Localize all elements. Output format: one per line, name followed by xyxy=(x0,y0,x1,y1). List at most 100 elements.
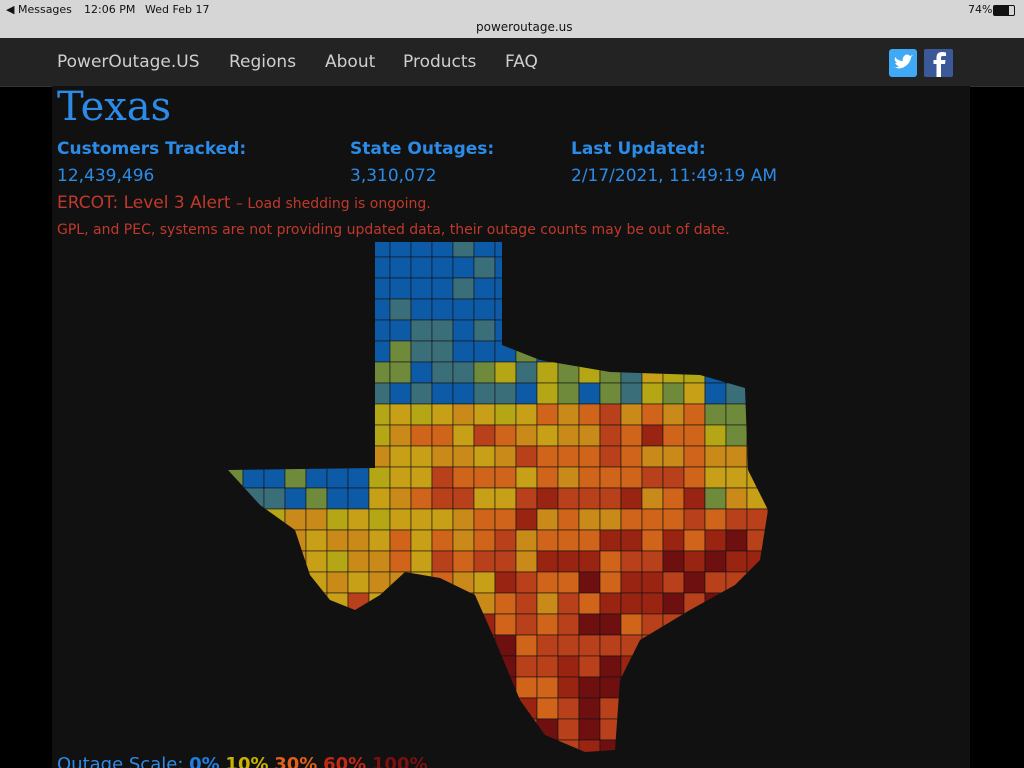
county[interactable] xyxy=(494,319,517,342)
county[interactable] xyxy=(683,655,706,678)
county[interactable] xyxy=(305,298,328,321)
county[interactable] xyxy=(578,445,601,468)
county[interactable] xyxy=(242,508,265,531)
county[interactable] xyxy=(410,697,433,720)
county[interactable] xyxy=(620,424,643,447)
county[interactable] xyxy=(515,382,538,405)
county[interactable] xyxy=(599,256,622,279)
county[interactable] xyxy=(725,403,748,426)
county[interactable] xyxy=(263,676,286,699)
county[interactable] xyxy=(704,403,727,426)
county[interactable] xyxy=(326,529,349,552)
county[interactable] xyxy=(222,550,244,573)
county[interactable] xyxy=(242,718,265,741)
county[interactable] xyxy=(767,508,789,531)
county[interactable] xyxy=(725,319,748,342)
county[interactable] xyxy=(767,256,789,279)
county[interactable] xyxy=(704,424,727,447)
county[interactable] xyxy=(431,466,454,489)
county[interactable] xyxy=(263,236,286,258)
county[interactable] xyxy=(473,361,496,384)
county[interactable] xyxy=(515,718,538,741)
county[interactable] xyxy=(620,487,643,510)
county[interactable] xyxy=(242,298,265,321)
county[interactable] xyxy=(599,571,622,594)
county[interactable] xyxy=(536,676,559,699)
county[interactable] xyxy=(410,340,433,363)
county[interactable] xyxy=(347,298,370,321)
county[interactable] xyxy=(725,466,748,489)
county[interactable] xyxy=(725,508,748,531)
county[interactable] xyxy=(767,466,789,489)
county[interactable] xyxy=(326,403,349,426)
county[interactable] xyxy=(767,424,789,447)
county[interactable] xyxy=(536,466,559,489)
county[interactable] xyxy=(746,676,768,699)
county[interactable] xyxy=(578,529,601,552)
county[interactable] xyxy=(704,298,727,321)
county[interactable] xyxy=(347,718,370,741)
county[interactable] xyxy=(284,592,307,615)
county[interactable] xyxy=(578,718,601,741)
county[interactable] xyxy=(222,613,244,636)
county[interactable] xyxy=(599,445,622,468)
county[interactable] xyxy=(662,739,685,761)
county[interactable] xyxy=(704,445,727,468)
county[interactable] xyxy=(536,382,559,405)
county[interactable] xyxy=(389,277,412,300)
county[interactable] xyxy=(704,718,727,741)
county[interactable] xyxy=(536,571,559,594)
county[interactable] xyxy=(578,466,601,489)
county[interactable] xyxy=(536,319,559,342)
county[interactable] xyxy=(725,550,748,573)
county[interactable] xyxy=(683,466,706,489)
county[interactable] xyxy=(326,256,349,279)
county[interactable] xyxy=(452,340,475,363)
county[interactable] xyxy=(242,613,265,636)
county[interactable] xyxy=(746,277,768,300)
county[interactable] xyxy=(536,718,559,741)
county[interactable] xyxy=(662,550,685,573)
county[interactable] xyxy=(683,256,706,279)
county[interactable] xyxy=(410,508,433,531)
county[interactable] xyxy=(767,529,789,552)
county[interactable] xyxy=(305,340,328,363)
county[interactable] xyxy=(683,508,706,531)
county[interactable] xyxy=(368,424,391,447)
county[interactable] xyxy=(284,256,307,279)
county[interactable] xyxy=(347,403,370,426)
county[interactable] xyxy=(620,361,643,384)
county[interactable] xyxy=(473,697,496,720)
county[interactable] xyxy=(326,487,349,510)
county[interactable] xyxy=(473,382,496,405)
county[interactable] xyxy=(494,697,517,720)
county[interactable] xyxy=(515,445,538,468)
county[interactable] xyxy=(620,319,643,342)
county[interactable] xyxy=(599,718,622,741)
county[interactable] xyxy=(557,613,580,636)
county[interactable] xyxy=(767,571,789,594)
county[interactable] xyxy=(389,424,412,447)
county[interactable] xyxy=(452,634,475,657)
county[interactable] xyxy=(494,529,517,552)
county[interactable] xyxy=(431,319,454,342)
county[interactable] xyxy=(662,571,685,594)
county[interactable] xyxy=(368,236,391,258)
county[interactable] xyxy=(767,319,789,342)
nav-link[interactable]: Products xyxy=(403,52,477,72)
county[interactable] xyxy=(578,403,601,426)
county[interactable] xyxy=(641,697,664,720)
county[interactable] xyxy=(620,634,643,657)
county[interactable] xyxy=(746,592,768,615)
county[interactable] xyxy=(557,508,580,531)
county[interactable] xyxy=(347,256,370,279)
county[interactable] xyxy=(494,445,517,468)
county[interactable] xyxy=(305,529,328,552)
county[interactable] xyxy=(389,487,412,510)
county[interactable] xyxy=(767,676,789,699)
county[interactable] xyxy=(222,697,244,720)
county[interactable] xyxy=(431,445,454,468)
county[interactable] xyxy=(431,655,454,678)
county[interactable] xyxy=(452,361,475,384)
county[interactable] xyxy=(473,256,496,279)
